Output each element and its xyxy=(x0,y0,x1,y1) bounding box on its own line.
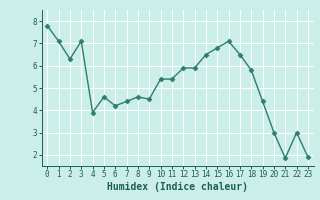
X-axis label: Humidex (Indice chaleur): Humidex (Indice chaleur) xyxy=(107,182,248,192)
